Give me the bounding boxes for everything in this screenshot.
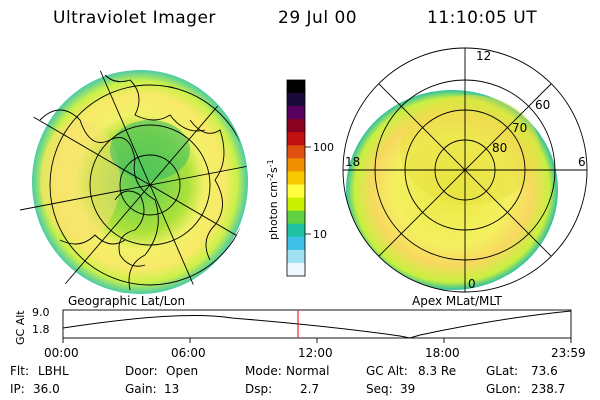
alt-tick-9: 9.0 (32, 306, 50, 319)
time-label: 11:10:05 UT (427, 8, 538, 28)
time-tick-0600: 06:00 (171, 346, 206, 360)
geographic-label: Geographic Lat/Lon (68, 294, 186, 308)
colorbar-band (287, 145, 305, 159)
colorbar-band (287, 262, 305, 277)
glat-value: 73.6 (531, 364, 558, 378)
mlt-label-12: 12 (476, 49, 491, 63)
mode-value: Normal (286, 364, 330, 378)
dsp-value: 2.7 (300, 382, 320, 396)
gc-alt-value: 8.3 Re (418, 364, 457, 378)
gain-value: 13 (164, 382, 180, 396)
alt-tick-1.8: 1.8 (32, 323, 50, 336)
colorbar-band (287, 158, 305, 172)
mlt-label-18: 18 (345, 155, 360, 169)
gc-alt-label: GC Alt: (366, 364, 408, 378)
colorbar-band (287, 171, 305, 186)
ip-value: 36.0 (33, 382, 60, 396)
colorbar-band (287, 184, 305, 199)
colorbar-band (287, 106, 305, 120)
colorbar-label: photon cm-2s-1 (266, 159, 280, 240)
time-tick-1200: 12:00 (298, 346, 333, 360)
colorbar-band (287, 80, 305, 94)
apex-label: Apex MLat/MLT (412, 294, 502, 308)
colorbar-band (287, 223, 305, 238)
mlat-label-70: 70 (512, 121, 527, 135)
colorbar-tick-10: 10 (313, 228, 327, 241)
colorbar-band (287, 93, 305, 107)
alt-axis-label: GC Alt (14, 310, 27, 345)
gain-label: Gain: (125, 382, 157, 396)
time-tick-2359: 23:59 (551, 346, 586, 360)
geographic-map (19, 69, 248, 301)
date-label: 29 Jul 00 (278, 8, 358, 28)
seq-value: 39 (400, 382, 416, 396)
mlt-label-0: 0 (468, 277, 476, 291)
time-tick-1800: 18:00 (425, 346, 460, 360)
time-tick-0000: 00:00 (44, 346, 79, 360)
ip-label: IP: (10, 382, 25, 396)
colorbar-band (287, 210, 305, 225)
colorbar-band (287, 249, 305, 264)
app-title: Ultraviolet Imager (53, 8, 216, 28)
door-value: Open (166, 364, 199, 378)
filter-value: LBHL (38, 364, 69, 378)
colorbar-band (287, 236, 305, 251)
mlat-label-60: 60 (535, 98, 550, 112)
colorbar-band (287, 132, 305, 146)
glon-label: GLon: (486, 382, 521, 396)
colorbar-band (287, 119, 305, 133)
mlat-label-80: 80 (492, 141, 507, 155)
mlt-label-6: 6 (578, 155, 586, 169)
colorbar: 100 10 photon cm-2s-1 (266, 79, 334, 277)
colorbar-tick-100: 100 (313, 141, 334, 154)
mode-label: Mode: (245, 364, 282, 378)
glon-value: 238.7 (531, 382, 566, 396)
colorbar-band (287, 197, 305, 212)
door-label: Door: (125, 364, 158, 378)
filter-label: Flt: (10, 364, 29, 378)
glat-label: GLat: (486, 364, 519, 378)
magnetic-polar-plot: 12 18 6 0 60 70 80 (342, 47, 588, 293)
dsp-label: Dsp: (245, 382, 273, 396)
seq-label: Seq: (366, 382, 393, 396)
altitude-plot: 9.0 1.8 GC Alt (14, 306, 572, 345)
